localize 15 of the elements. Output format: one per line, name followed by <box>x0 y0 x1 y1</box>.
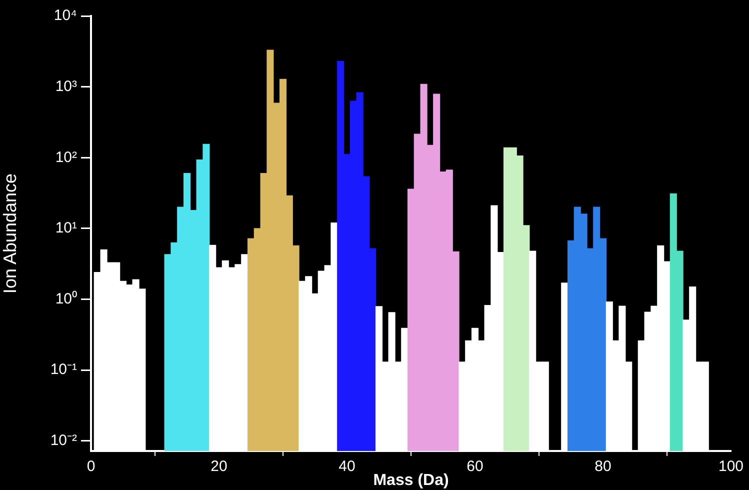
y-tick-label: 10³ <box>55 78 77 95</box>
x-tick-label: 0 <box>86 458 96 476</box>
y-tick-label: 10⁴ <box>54 7 77 24</box>
y-tick-label: 10⁻² <box>50 432 77 450</box>
y-tick-label: 10¹ <box>55 220 77 237</box>
x-axis-title: Mass (Da) <box>373 472 449 489</box>
y-axis-title: Ion Abundance <box>0 173 20 294</box>
y-tick-label: 10⁰ <box>55 290 77 308</box>
y-tick-label: 10² <box>55 148 77 166</box>
x-tick-label: 40 <box>338 458 356 476</box>
y-tick-label: 10⁻¹ <box>50 361 77 378</box>
x-tick-label: 80 <box>594 458 612 476</box>
x-tick-label: 100 <box>718 458 744 476</box>
x-tick-label: 20 <box>210 458 228 476</box>
x-tick-label: 60 <box>466 458 484 476</box>
